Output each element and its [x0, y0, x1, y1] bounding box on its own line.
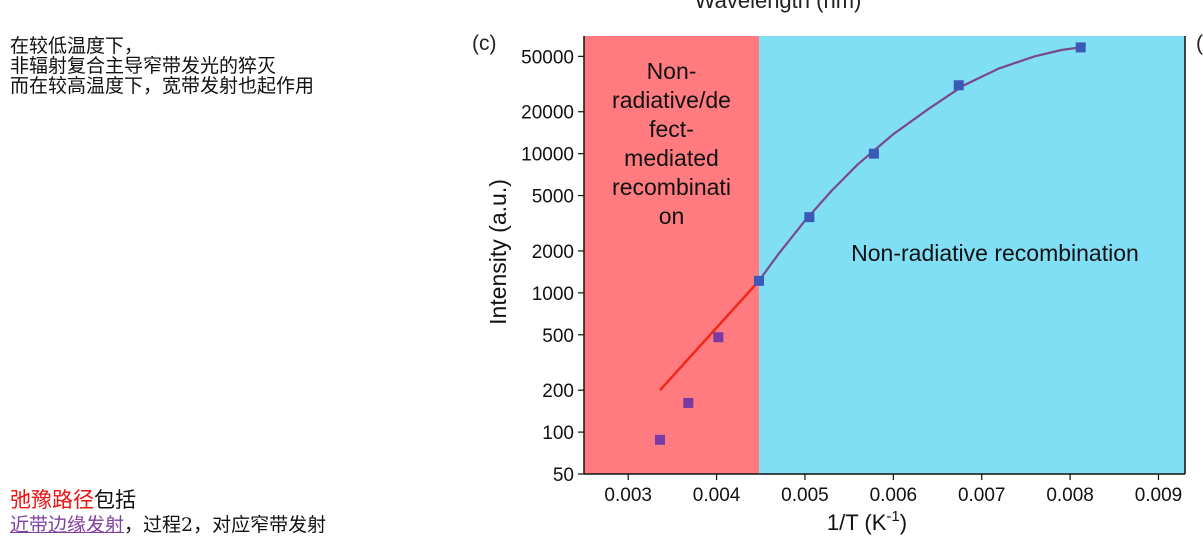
top-cut-title: Wavelength (nm) — [695, 0, 862, 13]
x-tick-label: 0.004 — [693, 485, 741, 506]
bottom-notes: 弛豫路径包括 近带边缘发射，过程2，对应窄带发射 — [10, 488, 326, 538]
region-left-label-line: fect- — [649, 116, 694, 142]
y-tick-label: 10000 — [521, 145, 574, 166]
x-axis-label-base: 1/T (K — [827, 510, 887, 535]
x-tick-label: 0.009 — [1135, 485, 1183, 506]
y-tick-label: 20000 — [521, 103, 574, 124]
right-panel-label: ( — [1196, 32, 1203, 55]
y-tick-label: 500 — [542, 326, 574, 347]
x-tick-label: 0.008 — [1046, 485, 1094, 506]
note-line-1: 在较低温度下， — [10, 35, 144, 57]
region-left-label-line: Non- — [647, 58, 697, 84]
data-point — [713, 332, 724, 343]
y-tick-label: 200 — [542, 381, 574, 402]
x-axis-label-close: ) — [900, 510, 907, 535]
data-point — [953, 80, 964, 91]
includes-text: 包括 — [94, 488, 136, 512]
y-tick-label: 2000 — [532, 242, 574, 263]
data-point — [804, 212, 815, 223]
relaxation-path-text: 弛豫路径 — [10, 488, 94, 512]
fit-curve-high-temp — [758, 46, 1081, 282]
x-tick-label: 0.005 — [781, 485, 829, 506]
region-right-label: Non-radiative recombination — [851, 240, 1139, 266]
panel-label: (c) — [472, 32, 497, 55]
x-tick-label: 0.007 — [958, 485, 1006, 506]
region-left-band — [584, 36, 759, 474]
y-axis-label: Intensity (a.u.) — [485, 179, 511, 325]
y-tick-label: 1000 — [532, 284, 574, 305]
band-edge-emission-text: 近带边缘发射 — [10, 514, 125, 536]
process-2-text: ，过程2，对应窄带发射 — [124, 514, 327, 536]
data-point — [683, 397, 694, 408]
plot-area: Non-radiative/de fect-mediated recombinati… — [521, 36, 1186, 506]
data-point — [868, 148, 879, 159]
y-tick-label: 50000 — [521, 47, 574, 68]
data-point — [753, 275, 764, 286]
fit-line-low-temp — [659, 280, 760, 392]
data-point — [655, 434, 666, 445]
region-left-label-line: radiative/de — [612, 87, 731, 113]
region-left-label-line: on — [659, 203, 685, 229]
region-left-label-line: mediated — [624, 145, 719, 171]
y-tick-label: 100 — [542, 423, 574, 444]
x-axis-label: 1/T (K-1) — [827, 508, 907, 535]
y-tick-label: 50 — [553, 465, 574, 486]
note-line-3: 而在较高温度下，宽带发射也起作用 — [10, 75, 315, 97]
region-left-label-line: recombinati — [612, 174, 731, 200]
y-tick-label: 5000 — [532, 187, 574, 208]
note-line-2: 非辐射复合主导窄带发光的猝灭 — [10, 55, 277, 77]
x-tick-label: 0.006 — [870, 485, 918, 506]
data-point — [1075, 42, 1086, 53]
x-tick-label: 0.003 — [604, 485, 652, 506]
notes-block: 在较低温度下， 非辐射复合主导窄带发光的猝灭 而在较高温度下，宽带发射也起作用 — [10, 36, 314, 96]
x-axis-label-sup: -1 — [886, 508, 899, 525]
region-right-band — [758, 36, 1185, 474]
